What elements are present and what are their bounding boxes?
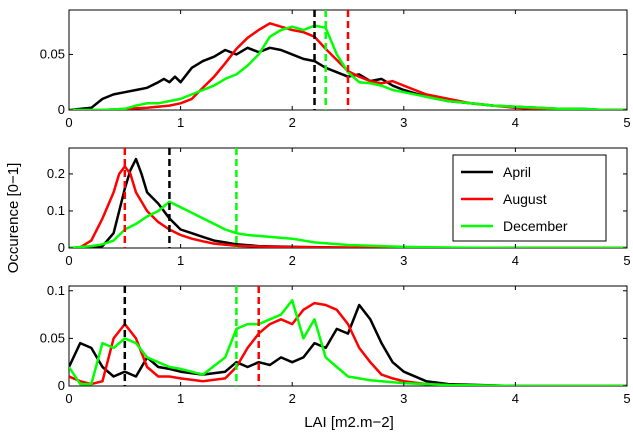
x-tick-label: 3 [400, 115, 407, 130]
plot-area [68, 285, 628, 387]
series-line-april [69, 303, 627, 386]
legend: April August December [452, 154, 607, 242]
x-tick-label: 3 [400, 391, 407, 406]
x-tick-label: 2 [289, 391, 296, 406]
x-tick-label: 5 [623, 115, 630, 130]
x-tick-label: 5 [623, 391, 630, 406]
y-tick-label: 0 [58, 378, 65, 393]
x-tick-label: 3 [400, 253, 407, 268]
legend-label-april: April [503, 164, 531, 180]
x-axis-label: LAI [m2.m−2] [304, 414, 394, 431]
y-tick-label: 0 [58, 240, 65, 255]
x-tick-label: 5 [623, 253, 630, 268]
x-tick-label: 0 [65, 391, 72, 406]
series-line-august [69, 301, 627, 386]
series-line-december [69, 24, 627, 110]
series-line-december [69, 299, 627, 386]
y-tick-label: 0.1 [47, 203, 65, 218]
y-tick-label: 0 [58, 102, 65, 117]
x-tick-label: 4 [512, 391, 519, 406]
y-tick-label: 0.1 [47, 283, 65, 298]
series-line-august [69, 165, 627, 248]
x-tick-label: 1 [177, 115, 184, 130]
y-tick-label: 0.05 [40, 46, 65, 61]
subplot-3: 0 1 2 3 4 5 0 0.05 0.1 [40, 283, 631, 406]
x-tick-label: 2 [289, 253, 296, 268]
subplot-1: 0 1 2 3 4 5 0 0.05 [40, 9, 631, 130]
legend-label-august: August [503, 191, 547, 207]
x-tick-label: 4 [512, 253, 519, 268]
x-tick-label: 0 [65, 115, 72, 130]
x-tick-label: 0 [65, 253, 72, 268]
legend-label-december: December [503, 218, 568, 234]
y-tick-label: 0.2 [47, 166, 65, 181]
y-tick-label: 0.05 [40, 330, 65, 345]
x-tick-label: 1 [177, 391, 184, 406]
y-axis-label: Occurence [0−1] [5, 163, 22, 273]
x-tick-label: 4 [512, 115, 519, 130]
x-tick-label: 1 [177, 253, 184, 268]
x-tick-label: 2 [289, 115, 296, 130]
